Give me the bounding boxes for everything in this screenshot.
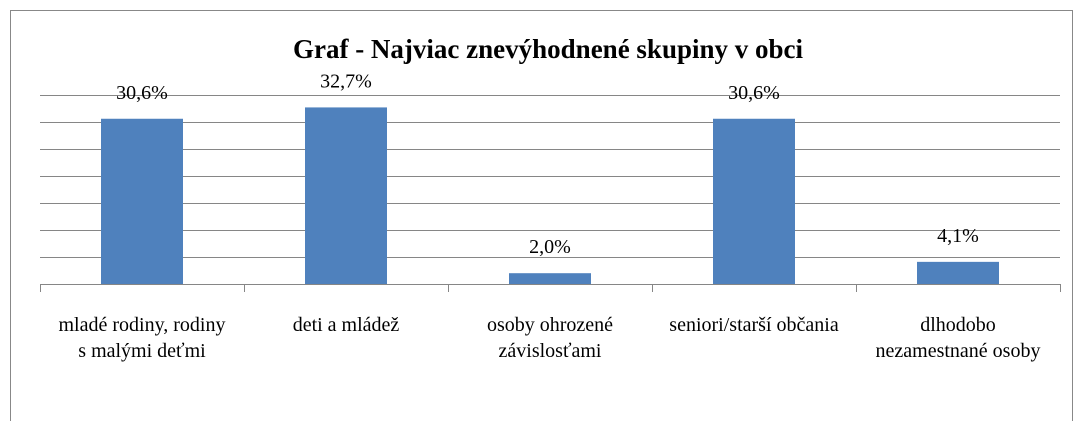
- x-tick-label: osoby ohrozené závislosťami: [486, 314, 614, 362]
- bar: [305, 107, 387, 284]
- data-label: 30,6%: [728, 82, 780, 104]
- bar: [509, 273, 591, 284]
- x-tick-label: dlhodobo nezamestnané osoby: [875, 314, 1041, 362]
- chart-frame: [10, 10, 1073, 421]
- bar: [917, 261, 999, 284]
- data-label: 30,6%: [116, 82, 168, 104]
- bar: [713, 118, 795, 284]
- x-tick-label: seniori/starší občania: [669, 314, 839, 336]
- x-tick-label: deti a mládež: [292, 314, 400, 336]
- data-label: 2,0%: [529, 236, 571, 258]
- bar: [101, 118, 183, 284]
- x-tick-label: mladé rodiny, rodiny s malými deťmi: [58, 314, 226, 362]
- data-label: 4,1%: [937, 225, 979, 247]
- data-label: 32,7%: [320, 70, 372, 92]
- chart-title: Graf - Najviac znevýhodnené skupiny v ob…: [293, 34, 804, 64]
